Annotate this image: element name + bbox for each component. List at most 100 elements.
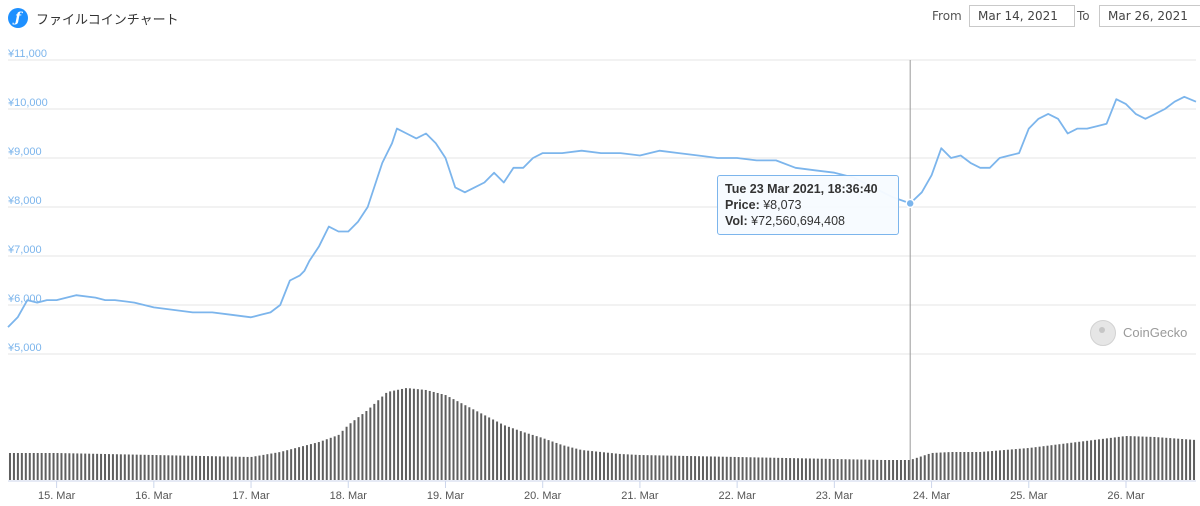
volume-bar bbox=[535, 436, 538, 480]
volume-bar bbox=[313, 443, 316, 480]
volume-bar bbox=[959, 452, 962, 480]
volume-bar bbox=[694, 456, 697, 480]
volume-bar bbox=[135, 454, 138, 480]
volume-bar bbox=[1105, 438, 1108, 480]
volume-bar bbox=[713, 456, 716, 480]
volume-bar bbox=[60, 453, 63, 480]
volume-bar bbox=[967, 452, 970, 480]
volume-bar bbox=[278, 452, 281, 480]
volume-bar bbox=[44, 453, 47, 480]
volume-bar bbox=[460, 403, 463, 480]
volume-bar bbox=[123, 454, 126, 480]
volume-bar bbox=[658, 455, 661, 480]
volume-bar bbox=[397, 389, 400, 480]
volume-bar bbox=[464, 405, 467, 480]
volume-bar bbox=[789, 458, 792, 480]
volume-bar bbox=[963, 452, 966, 480]
volume-bar bbox=[206, 456, 209, 480]
volume-bar bbox=[203, 456, 206, 480]
volume-bar bbox=[183, 455, 186, 480]
volume-bar bbox=[701, 456, 704, 480]
volume-bar bbox=[836, 459, 839, 480]
volume-bar bbox=[404, 388, 407, 480]
volume-bar bbox=[824, 458, 827, 480]
volume-bar bbox=[167, 455, 170, 480]
volume-bar bbox=[816, 458, 819, 480]
volume-bar bbox=[1066, 443, 1069, 480]
volume-bar bbox=[911, 459, 914, 480]
price-tooltip: Tue 23 Mar 2021, 18:36:40 Price: ¥8,073 … bbox=[717, 175, 899, 235]
volume-bar bbox=[864, 459, 867, 480]
y-tick-label: ¥11,000 bbox=[7, 48, 47, 60]
volume-bar bbox=[1006, 449, 1009, 480]
x-tick-label: 26. Mar bbox=[1107, 490, 1145, 502]
volume-bar bbox=[151, 454, 154, 480]
volume-bar bbox=[531, 434, 534, 480]
volume-bar bbox=[424, 389, 427, 480]
volume-bar bbox=[998, 450, 1001, 480]
volume-bar bbox=[448, 397, 451, 480]
volume-bar bbox=[852, 459, 855, 480]
volume-bar bbox=[1125, 436, 1128, 480]
volume-bar bbox=[650, 455, 653, 480]
volume-bar bbox=[915, 457, 918, 480]
volume-bar bbox=[266, 454, 269, 480]
volume-bar bbox=[385, 392, 388, 480]
from-date-input[interactable]: Mar 14, 2021 bbox=[969, 5, 1075, 27]
volume-bar bbox=[884, 460, 887, 480]
x-tick-label: 18. Mar bbox=[330, 490, 368, 502]
x-tick-label: 19. Mar bbox=[427, 490, 465, 502]
volume-bar bbox=[488, 417, 491, 480]
x-axis-ticks: 15. Mar 16. Mar 17. Mar 18. Mar 19. Mar 20. M… bbox=[38, 481, 1145, 502]
volume-bar bbox=[1153, 436, 1156, 480]
volume-bar bbox=[226, 456, 229, 480]
volume-bar bbox=[769, 457, 772, 480]
volume-bar bbox=[690, 456, 693, 480]
volume-bar bbox=[848, 459, 851, 480]
volume-bar bbox=[646, 455, 649, 480]
volume-bar bbox=[868, 459, 871, 480]
volume-bar bbox=[127, 454, 130, 480]
volume-bar bbox=[753, 457, 756, 480]
volume-bar bbox=[614, 453, 617, 480]
volume-bar bbox=[238, 456, 241, 480]
volume-bar bbox=[551, 441, 554, 480]
volume-bar bbox=[12, 453, 15, 480]
volume-bar bbox=[674, 455, 677, 480]
volume-bar bbox=[991, 451, 994, 480]
volume-bar bbox=[1181, 438, 1184, 480]
volume-bar bbox=[777, 457, 780, 480]
volume-bar bbox=[840, 459, 843, 480]
volume-bar bbox=[1185, 439, 1188, 480]
volume-bar bbox=[765, 457, 768, 480]
x-tick-label: 24. Mar bbox=[913, 490, 951, 502]
volume-bar bbox=[1078, 441, 1081, 480]
volume-bar bbox=[28, 453, 31, 480]
volume-bar bbox=[222, 456, 225, 480]
volume-bar bbox=[575, 448, 578, 480]
volume-bar bbox=[630, 454, 633, 480]
volume-bar bbox=[606, 452, 609, 480]
volume-bar bbox=[757, 457, 760, 480]
volume-bar bbox=[199, 455, 202, 480]
volume-bar bbox=[72, 453, 75, 480]
volume-bar bbox=[741, 457, 744, 480]
to-date-input[interactable]: Mar 26, 2021 bbox=[1099, 5, 1200, 27]
volume-bar bbox=[583, 450, 586, 480]
volume-bar bbox=[290, 449, 293, 480]
volume-bar bbox=[1022, 448, 1025, 480]
volume-bar bbox=[1177, 438, 1180, 480]
volume-bar bbox=[939, 452, 942, 480]
volume-bar bbox=[1018, 448, 1021, 480]
volume-bar bbox=[1094, 439, 1097, 480]
x-tick-label: 25. Mar bbox=[1010, 490, 1048, 502]
volume-bar bbox=[24, 453, 27, 480]
volume-bar bbox=[1082, 441, 1085, 480]
volume-bar bbox=[16, 453, 19, 480]
volume-bar bbox=[1121, 436, 1124, 480]
volume-bar bbox=[274, 452, 277, 480]
volume-bar bbox=[444, 395, 447, 480]
volume-bar bbox=[591, 451, 594, 480]
volume-bar bbox=[856, 459, 859, 480]
